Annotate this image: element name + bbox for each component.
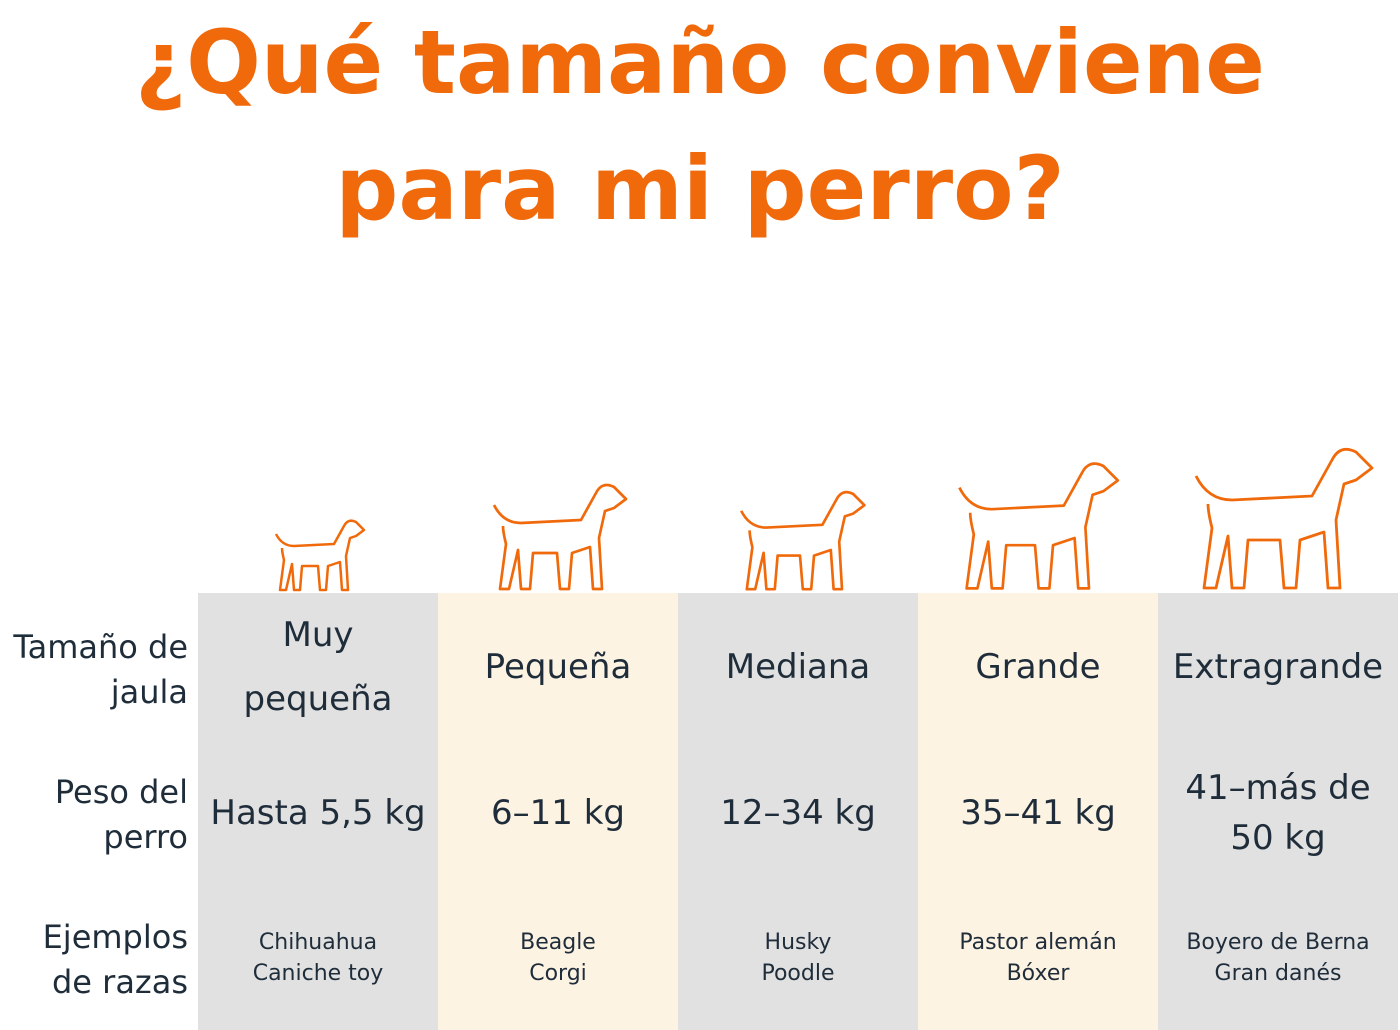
dog-icon: [493, 484, 627, 590]
cage-size: Pequeña: [484, 646, 632, 687]
dog-icons: [275, 448, 1373, 591]
dog-weight: 35–41 kg: [960, 792, 1116, 833]
row-label-text: Ejemplos de razas: [42, 918, 188, 1001]
dog-icon: [958, 462, 1119, 590]
dog-weight: Hasta 5,5 kg: [210, 792, 426, 833]
dog-weight: 41–más de 50 kg: [1185, 767, 1371, 858]
row-label: Ejemplos de razas: [0, 890, 188, 1030]
weight-cell: 12–34 kg: [678, 740, 918, 885]
dog-icon: [275, 520, 365, 591]
title: ¿Qué tamaño conviene para mi perro?: [135, 11, 1265, 240]
breed: Boyero de Berna: [1186, 929, 1370, 955]
breed: Corgi: [529, 960, 587, 986]
weight-cell: Hasta 5,5 kg: [198, 740, 438, 885]
breeds-cell: Boyero de Berna Gran danés: [1158, 885, 1398, 1030]
dog-icon: [1195, 448, 1373, 589]
breed: Caniche toy: [252, 960, 384, 986]
breed: Bóxer: [1006, 960, 1070, 986]
breed: Chihuahua: [258, 929, 378, 955]
cage-size: Muy pequeña: [243, 614, 393, 719]
cage-size: Extragrande: [1172, 646, 1384, 687]
breed: Pastor alemán: [959, 929, 1117, 955]
breeds-cell: Chihuahua Caniche toy: [198, 885, 438, 1030]
cage-size: Mediana: [725, 646, 871, 687]
breed: Gran danés: [1214, 960, 1342, 986]
row-label: Tamaño de jaula: [0, 600, 188, 740]
cage-size: Grande: [975, 646, 1101, 687]
weight-cell: 6–11 kg: [438, 740, 678, 885]
table-column: Muy pequeña Hasta 5,5 kg Chihuahua Caniche …: [198, 593, 438, 1030]
table-column: Grande 35–41 kg Pastor alemán Bóxer: [918, 593, 1158, 1030]
table-column: Mediana 12–34 kg Husky Poodle: [678, 593, 918, 1030]
breeds-cell: Beagle Corgi: [438, 885, 678, 1030]
size-cell: Pequeña: [438, 593, 678, 740]
breed: Poodle: [761, 960, 835, 986]
breeds-cell: Husky Poodle: [678, 885, 918, 1030]
row-label-text: Tamaño de jaula: [13, 628, 188, 711]
size-cell: Mediana: [678, 593, 918, 740]
breed: Husky: [764, 929, 832, 955]
row-label: Peso del perro: [0, 745, 188, 885]
weight-cell: 35–41 kg: [918, 740, 1158, 885]
table-column: Extragrande 41–más de 50 kg Boyero de Bern…: [1158, 593, 1398, 1030]
weight-cell: 41–más de 50 kg: [1158, 740, 1398, 885]
dog-weight: 12–34 kg: [720, 792, 876, 833]
dog-icon: [740, 491, 866, 590]
row-label-text: Peso del perro: [54, 773, 188, 856]
breed: Beagle: [520, 929, 596, 955]
table-column: Pequeña 6–11 kg Beagle Corgi: [438, 593, 678, 1030]
breeds-cell: Pastor alemán Bóxer: [918, 885, 1158, 1030]
dog-weight: 6–11 kg: [491, 792, 625, 833]
size-cell: Grande: [918, 593, 1158, 740]
size-cell: Muy pequeña: [198, 593, 438, 740]
size-cell: Extragrande: [1158, 593, 1398, 740]
